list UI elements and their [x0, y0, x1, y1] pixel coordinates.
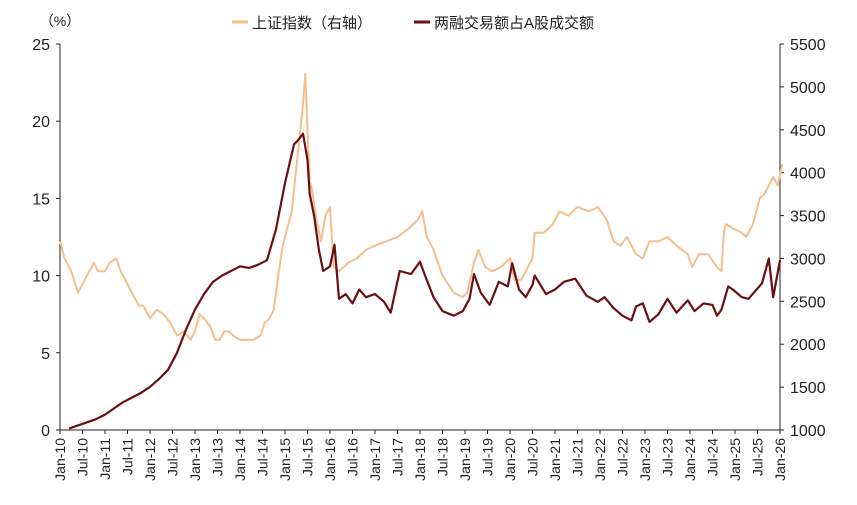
x-tick-label: Jan-13	[187, 438, 203, 481]
x-tick-label: Jan-14	[232, 438, 248, 481]
series-line-index	[59, 73, 784, 341]
x-tick-label: Jul-21	[570, 438, 586, 476]
legend-label-margin: 两融交易额占A股成交额	[434, 14, 594, 32]
x-tick-label: Jan-10	[52, 438, 68, 481]
right-tick-label: 3000	[790, 251, 826, 268]
x-tick-label: Jul-17	[390, 438, 406, 476]
x-tick-label: Jul-20	[525, 438, 541, 476]
x-tick-label: Jan-16	[322, 438, 338, 481]
x-tick-label: Jul-16	[345, 438, 361, 476]
right-tick-label: 5500	[790, 37, 826, 54]
left-tick-label: 0	[41, 423, 50, 440]
x-tick-label: Jan-17	[367, 438, 383, 481]
right-tick-label: 5000	[790, 80, 826, 97]
x-tick-label: Jul-22	[615, 438, 631, 476]
x-tick-label: Jan-24	[682, 438, 698, 481]
left-tick-label: 5	[41, 346, 50, 363]
axes: 0 5 10 15 20 25 1000 1500 2000 2500 3000 3500 4000 45…	[32, 37, 825, 440]
x-tick-label: Jan-11	[97, 438, 113, 480]
x-tick-label: Jan-21	[547, 438, 563, 481]
x-tick-label: Jan-18	[412, 438, 428, 481]
left-tick-label: 20	[32, 114, 50, 131]
right-tick-label: 4000	[790, 166, 826, 183]
left-tick-label: 10	[32, 269, 50, 286]
right-tick-label: 2500	[790, 294, 826, 311]
x-tick-label: Jul-25	[750, 438, 766, 476]
x-tick-label: Jul-10	[75, 438, 91, 476]
x-axis-labels: Jan-10 Jul-10 Jan-11 Jul-11 Jan-12 Jul-12 Jan-…	[52, 430, 788, 481]
right-tick-label: 2000	[790, 337, 826, 354]
x-tick-label: Jan-26	[772, 438, 788, 481]
series-layer	[59, 73, 784, 430]
x-tick-label: Jan-12	[142, 438, 158, 481]
x-tick-label: Jul-15	[300, 438, 316, 476]
x-tick-label: Jul-24	[705, 438, 721, 476]
right-tick-label: 3500	[790, 209, 826, 226]
x-tick-label: Jan-22	[592, 438, 608, 481]
left-tick-label: 15	[32, 191, 50, 208]
legend-label-index: 上证指数（右轴）	[252, 15, 372, 32]
x-tick-label: Jul-11	[120, 438, 136, 475]
x-tick-label: Jan-20	[502, 438, 518, 481]
x-tick-label: Jan-15	[277, 438, 293, 481]
right-tick-label: 4500	[790, 123, 826, 140]
unit-label: （%）	[40, 13, 80, 29]
x-tick-label: Jul-19	[480, 438, 496, 476]
x-tick-label: Jul-18	[435, 438, 451, 476]
x-tick-label: Jul-14	[255, 438, 271, 476]
x-tick-label: Jan-19	[457, 438, 473, 481]
x-tick-label: Jul-12	[165, 438, 181, 476]
series-line-margin	[68, 132, 782, 430]
x-tick-label: Jul-13	[210, 438, 226, 476]
x-tick-label: Jan-23	[637, 438, 653, 481]
left-tick-label: 25	[32, 37, 50, 54]
x-tick-label: Jan-25	[727, 438, 743, 481]
right-tick-label: 1000	[790, 423, 826, 440]
legend: 上证指数（右轴） 两融交易额占A股成交额	[232, 14, 594, 32]
right-tick-label: 1500	[790, 380, 826, 397]
x-tick-label: Jul-23	[660, 438, 676, 476]
